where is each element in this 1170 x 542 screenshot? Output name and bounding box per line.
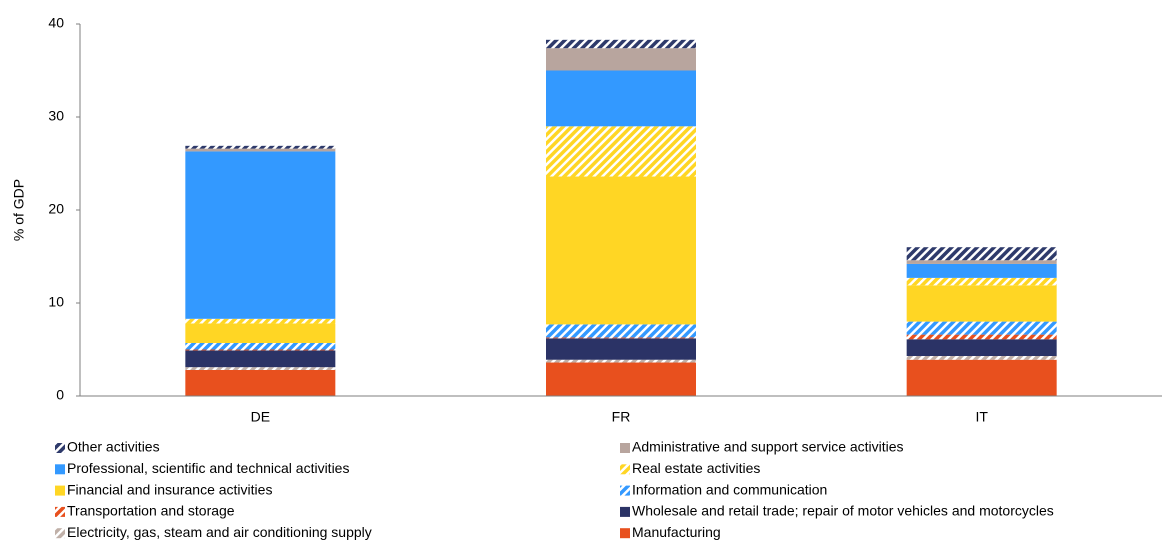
y-tick-label: 10: [48, 294, 64, 310]
bar-segment: [546, 176, 696, 325]
bar-segment: [185, 318, 336, 324]
bar-segment: [906, 359, 1057, 396]
bar-segment: [185, 342, 336, 350]
y-tick-label: 40: [48, 15, 64, 31]
legend-label: Information and communication: [632, 481, 827, 497]
y-tick-label: 0: [56, 387, 64, 403]
bar-segment: [906, 263, 1057, 278]
bar-segment: [906, 260, 1057, 264]
legend-swatch: [55, 443, 65, 453]
bar-segment: [906, 356, 1057, 360]
bar-segment: [546, 39, 696, 49]
bar-segment: [185, 349, 336, 351]
bar-segment: [185, 151, 336, 319]
x-tick-label: DE: [251, 409, 270, 425]
y-tick-label: 30: [48, 108, 64, 124]
bar-segment: [546, 338, 696, 360]
legend-swatch: [55, 464, 65, 475]
bar-segment: [906, 334, 1057, 340]
bar-segment: [546, 362, 696, 396]
legend-swatch: [620, 506, 630, 517]
legend-label: Professional, scientific and technical a…: [67, 460, 349, 476]
bar-segment: [906, 247, 1057, 261]
legend-swatch: [55, 485, 65, 496]
legend-label: Real estate activities: [632, 460, 760, 476]
x-tick-label: IT: [975, 409, 988, 425]
bar-segment: [185, 148, 336, 152]
bar-segment: [906, 339, 1057, 357]
legend-label: Electricity, gas, steam and air conditio…: [67, 524, 372, 540]
bar-segment: [546, 337, 696, 339]
legend-label: Administrative and support service activ…: [632, 439, 904, 455]
legend-label: Other activities: [67, 439, 160, 455]
bar-segment: [546, 359, 696, 363]
bar-segment: [546, 324, 696, 338]
legend-swatch: [55, 528, 65, 539]
legend-swatch: [620, 485, 630, 496]
legend-label: Financial and insurance activities: [67, 481, 272, 497]
x-tick-label: FR: [612, 409, 631, 425]
bar-segment: [185, 323, 336, 343]
bar-segment: [185, 145, 336, 149]
legend-swatch: [620, 528, 630, 539]
legend-swatch: [55, 506, 65, 517]
bar-segment: [906, 277, 1057, 286]
bar-segment: [185, 367, 336, 370]
bar-segment: [546, 70, 696, 127]
bar-segment: [906, 285, 1057, 322]
bar-segment: [906, 321, 1057, 335]
legend-swatch: [620, 464, 630, 475]
y-axis-title: % of GDP: [11, 179, 27, 241]
bar-segment: [185, 369, 336, 396]
y-tick-label: 20: [48, 201, 64, 217]
bar-segment: [185, 350, 336, 368]
legend-label: Transportation and storage: [67, 503, 235, 519]
legend-swatch: [620, 443, 630, 453]
bar-segment: [546, 126, 696, 177]
legend-label: Wholesale and retail trade; repair of mo…: [632, 503, 1054, 519]
bar-segment: [546, 48, 696, 71]
legend-label: Manufacturing: [632, 524, 721, 540]
